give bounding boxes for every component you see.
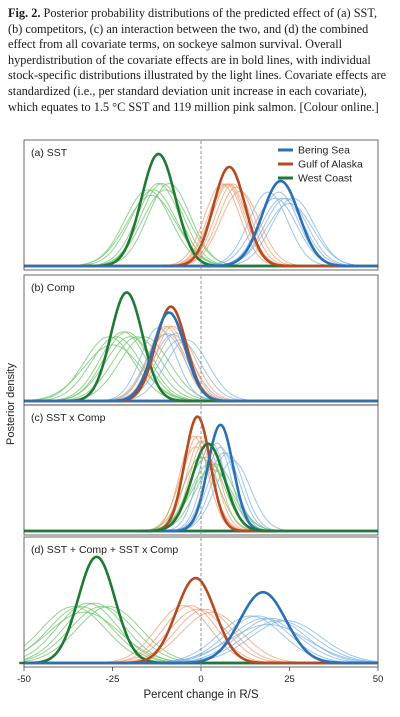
panel-label: (b) Comp (31, 282, 75, 294)
stock-curve-bering-sea (24, 620, 379, 664)
legend-entry: Gulf of Alaska (298, 159, 363, 171)
caption-text: Posterior probability distributions of t… (8, 6, 387, 114)
figure-caption: Fig. 2. Posterior probability distributi… (8, 6, 394, 115)
x-axis-label: Percent change in R/S (143, 689, 258, 701)
hyper-curve-bering-sea (24, 179, 378, 268)
x-tick-label: 0 (198, 674, 203, 685)
panel-label: (d) SST + Comp + SST x Comp (31, 544, 178, 556)
x-tick-label: 25 (284, 674, 295, 685)
y-axis-label: Posterior density (5, 363, 17, 445)
panel-frame (23, 139, 379, 271)
legend-entry: Bering Sea (298, 145, 350, 157)
panel-label: (a) SST (31, 147, 68, 159)
x-tick-label: -50 (17, 674, 31, 685)
hyper-curve-bering-sea (24, 311, 378, 403)
x-tick-label: 50 (373, 674, 384, 685)
stock-curve-bering-sea (24, 620, 379, 664)
figure-label: Fig. 2. (8, 6, 41, 20)
x-tick-label: -25 (106, 674, 120, 685)
panel-frame (23, 404, 379, 536)
hyper-curve-bering-sea (24, 590, 378, 665)
legend-entry: West Coast (298, 173, 352, 185)
panel-label: (c) SST x Comp (31, 412, 106, 424)
